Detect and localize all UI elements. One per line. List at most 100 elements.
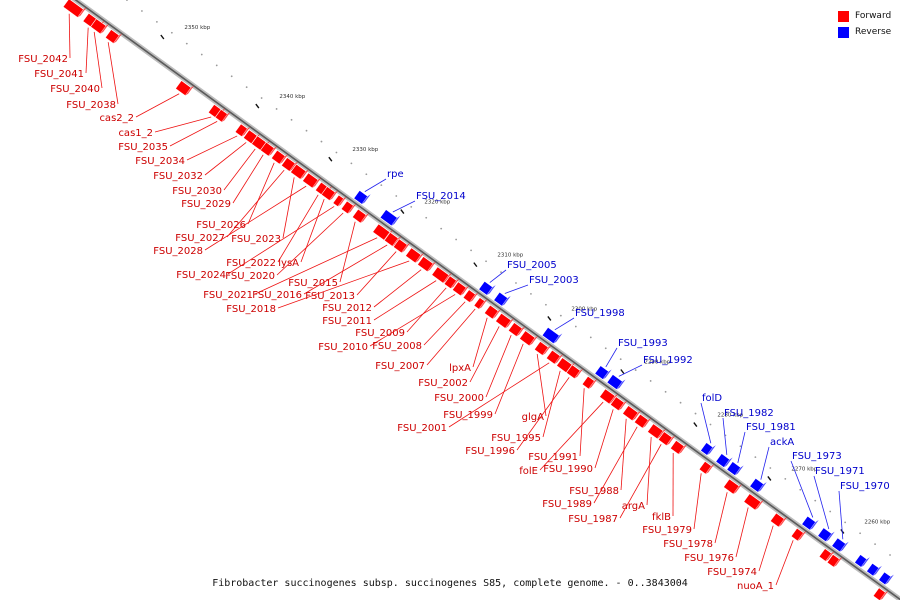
scale-dot — [649, 380, 652, 382]
FSU_2038-gene-face — [113, 33, 123, 44]
FSU_2028-label: FSU_2028 — [153, 246, 203, 257]
scale-dot — [215, 64, 218, 67]
FSU_2027-label: FSU_2027 — [175, 233, 225, 244]
argA-label: argA — [622, 501, 645, 512]
legend-item-forward: Forward — [838, 8, 891, 24]
FSU_2008-label: FSU_2008 — [372, 341, 422, 352]
FSU_1993-gene-face — [602, 369, 612, 380]
lpxA-label: lpxA — [449, 363, 471, 374]
scale-dot — [604, 347, 607, 350]
unlabeled-rev-0-gene-face — [860, 557, 870, 568]
FSU_1982-label: FSU_1982 — [724, 408, 774, 419]
tick-mark — [547, 315, 552, 321]
unlabeled-2-gene-face — [880, 590, 889, 600]
FSU_2018-label: FSU_2018 — [226, 304, 276, 315]
scale-dot — [290, 118, 293, 121]
scale-dot — [230, 75, 233, 78]
rpe-gene-face — [361, 194, 371, 205]
argA-gene-face — [657, 428, 667, 439]
FSU_2001-gene-face — [554, 354, 564, 365]
lysA-gene-face — [329, 190, 339, 201]
scale-dot — [784, 477, 787, 480]
FSU_1974-gene-face — [778, 516, 788, 528]
FSU_2015-leader — [339, 221, 356, 283]
FSU_2030-label: FSU_2030 — [172, 186, 222, 197]
FSU_1973-label: FSU_1973 — [792, 451, 842, 462]
legend-label-forward: Forward — [855, 11, 892, 21]
FSU_1982-leader — [722, 417, 728, 455]
FSU_2015-label: FSU_2015 — [288, 278, 338, 289]
ackA-label: ackA — [770, 437, 794, 448]
FSU_2042-leader — [68, 13, 71, 59]
glgA-leader — [536, 354, 547, 417]
FSU_2027-gene-face — [289, 161, 299, 172]
scale-dot — [844, 521, 847, 524]
cas1_2-label: cas1_2 — [118, 128, 153, 139]
folD-leader — [700, 402, 712, 444]
FSU_2015-gene-face — [360, 212, 370, 224]
FSU_2041-leader — [85, 27, 89, 74]
legend-swatch-forward — [838, 10, 849, 22]
FSU_1992-leader — [618, 364, 643, 377]
FSU_1973-leader — [790, 460, 814, 518]
lpxA-gene-face — [492, 308, 502, 320]
FSU_2013-gene-face — [401, 242, 411, 253]
FSU_1970-gene-face — [839, 541, 849, 552]
FSU_1982-gene-face — [723, 457, 733, 468]
scale-dot — [589, 336, 592, 339]
scale-dot — [170, 31, 173, 34]
tick-label: 2310 kbp — [497, 253, 523, 259]
scale-dot — [709, 423, 712, 426]
tick-label: 2300 kbp — [571, 306, 597, 312]
folE-gene-face — [609, 393, 619, 404]
FSU_1990-gene-face — [618, 400, 628, 411]
scale-dot — [530, 293, 532, 295]
tick-mark — [767, 475, 772, 481]
FSU_2023-gene-face — [300, 169, 310, 180]
scale-dot — [574, 325, 577, 328]
FSU_1971-leader — [813, 475, 830, 530]
scale-dot — [515, 282, 517, 284]
FSU_2010-label: FSU_2010 — [318, 342, 368, 353]
FSU_2041-label: FSU_2041 — [34, 69, 84, 80]
FSU_1998-gene-face — [553, 333, 563, 344]
FSU_2029-label: FSU_2029 — [181, 199, 231, 210]
FSU_1989-gene-face — [642, 418, 652, 429]
FSU_2002-label: FSU_2002 — [418, 378, 468, 389]
FSU_2011-label: FSU_2011 — [322, 316, 372, 327]
FSU_2008-leader — [423, 301, 466, 346]
FSU_1989-leader — [593, 426, 638, 504]
FSU_2003-leader — [504, 284, 529, 294]
scale-dot — [410, 205, 413, 208]
FSU_2001-leader — [448, 362, 550, 428]
FSU_2023-label: FSU_2023 — [231, 234, 281, 245]
scale-dot — [545, 303, 547, 306]
rpe-leader — [364, 178, 387, 192]
FSU_2028-leader — [204, 185, 307, 251]
rpe-label: rpe — [387, 169, 404, 180]
scale-dot — [754, 456, 757, 459]
tick-mark — [693, 422, 698, 428]
unlabeled-rev-2-gene-face — [884, 574, 894, 585]
unlabeled-1-gene-face — [833, 557, 843, 568]
FSU_1995-label: FSU_1995 — [491, 433, 541, 444]
FSU_1978-leader — [714, 492, 728, 544]
scale-dot — [634, 369, 637, 371]
FSU_2016-leader — [303, 244, 388, 295]
FSU_2009-label: FSU_2009 — [355, 328, 405, 339]
FSU_1973-gene-face — [809, 519, 819, 531]
FSU_2021-leader — [254, 237, 378, 295]
FSU_2013-leader — [356, 251, 397, 296]
scale-dot — [305, 129, 308, 132]
scale-dot — [485, 260, 487, 263]
tick-label: 2340 kbp — [279, 94, 305, 100]
FSU_1989-label: FSU_1989 — [542, 499, 592, 510]
scale-dot — [365, 173, 368, 176]
FSU_1976-gene-face — [755, 499, 764, 511]
scale-dot — [200, 53, 203, 56]
scale-dot — [874, 543, 876, 546]
FSU_2009-gene-face — [450, 278, 460, 289]
FSU_2008-gene-face — [469, 292, 479, 303]
FSU_1979-gene-face — [705, 463, 715, 475]
